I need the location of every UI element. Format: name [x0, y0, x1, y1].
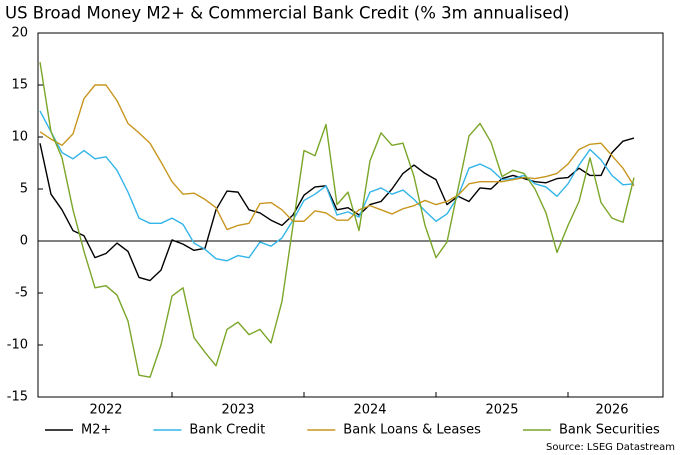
y-tick-label: 0: [20, 234, 28, 249]
legend-label: M2+: [81, 423, 111, 438]
series-line: [39, 62, 635, 378]
y-tick-label: -10: [7, 338, 28, 353]
x-tick-label: 2024: [353, 403, 386, 418]
x-tick-label: 2026: [595, 403, 628, 418]
chart-title: US Broad Money M2+ & Commercial Bank Cre…: [5, 4, 569, 23]
y-tick-label: -15: [7, 390, 28, 405]
series-line: [39, 110, 635, 262]
x-tick-label: 2022: [89, 403, 122, 418]
series-line: [39, 137, 635, 282]
y-tick-label: 15: [11, 78, 28, 93]
legend-label: Bank Credit: [189, 423, 265, 438]
plot-frame: [37, 32, 664, 398]
y-tick-label: 5: [20, 182, 28, 197]
x-tick-label: 2025: [485, 403, 518, 418]
source: Source: LSEG Datastream: [546, 442, 675, 453]
y-tick-label: 10: [11, 130, 28, 145]
series-line: [39, 84, 635, 231]
legend-label: Bank Loans & Leases: [343, 423, 481, 438]
y-tick-label: -5: [15, 286, 28, 301]
x-tick-label: 2023: [221, 403, 254, 418]
legend-label: Bank Securities: [559, 423, 660, 438]
y-tick-label: 20: [11, 26, 28, 41]
